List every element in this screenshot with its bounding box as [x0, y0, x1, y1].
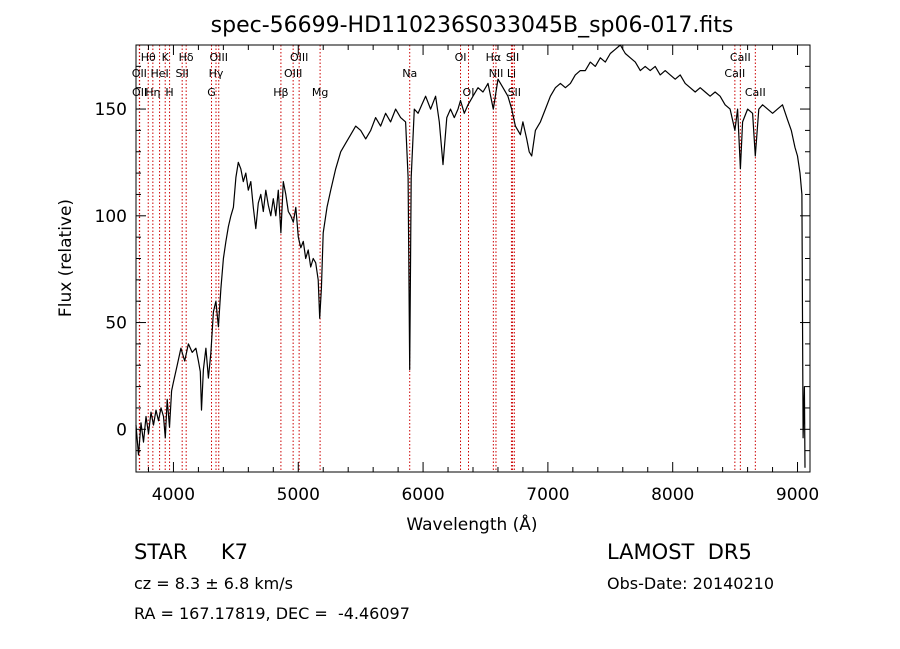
- spectral-line-label: OIII: [210, 51, 228, 64]
- spectral-line-label: K: [162, 51, 170, 64]
- spectral-line-label: SII: [506, 51, 519, 64]
- spectral-line-label: Li: [507, 67, 516, 80]
- y-tick-label: 0: [116, 420, 127, 440]
- spectral-line-label: Hα: [486, 51, 502, 64]
- y-tick-label: 150: [95, 100, 127, 120]
- spectral-line-label: Na: [402, 67, 417, 80]
- spectral-line-label: OI: [455, 51, 467, 64]
- spectral-line-label: Hη: [145, 86, 160, 99]
- object-class-label: STAR K7: [134, 540, 248, 564]
- spectral-line-label: Hγ: [209, 67, 224, 80]
- y-tick-label: 100: [95, 207, 127, 227]
- survey-label: LAMOST DR5: [607, 540, 752, 564]
- spectral-line-label: SII: [175, 67, 188, 80]
- x-axis: 4000 5000 6000 7000 8000 9000: [147, 45, 819, 505]
- chart-title: spec-56699-HD110236S033045B_sp06-017.fit…: [211, 13, 734, 38]
- x-axis-label: Wavelength (Å): [406, 513, 537, 535]
- spectral-line-label: OI: [463, 86, 475, 99]
- spectral-line-label: Mg: [312, 86, 328, 99]
- x-tick-label: 8000: [651, 485, 694, 505]
- spectral-line-label: SII: [508, 86, 521, 99]
- spectral-line-label: OIII: [290, 51, 308, 64]
- y-axis-label: Flux (relative): [56, 199, 76, 317]
- y-tick-label: 50: [105, 314, 127, 334]
- spectral-line-label: OII: [132, 67, 147, 80]
- observation-date: Obs-Date: 20140210: [607, 574, 775, 593]
- coordinates-readout: RA = 167.17819, DEC = -4.46097: [134, 604, 410, 623]
- y-axis: 0 50 100 150: [95, 44, 810, 473]
- plot-frame: [135, 44, 811, 473]
- spectral-line-label: Hθ: [141, 51, 156, 64]
- spectral-line-label: CaII: [724, 67, 745, 80]
- spectral-line-label: HeI: [150, 67, 168, 80]
- spectral-line-label: NII: [489, 67, 504, 80]
- spectral-line-label: Hβ: [273, 86, 288, 99]
- x-tick-label: 5000: [277, 485, 320, 505]
- spectral-line-markers: [138, 45, 756, 472]
- redshift-readout: cz = 8.3 ± 6.8 km/s: [134, 574, 293, 593]
- spectrum-series-line: [135, 44, 806, 468]
- x-tick-label: 7000: [526, 485, 569, 505]
- x-tick-label: 9000: [776, 485, 819, 505]
- spectral-line-label: OIII: [284, 67, 302, 80]
- spectral-line-label: CaII: [730, 51, 751, 64]
- x-tick-label: 6000: [401, 485, 444, 505]
- x-tick-label: 4000: [152, 485, 195, 505]
- spectral-line-label: CaII: [745, 86, 766, 99]
- spectral-line-label: Hδ: [179, 51, 194, 64]
- spectral-line-label: H: [165, 86, 173, 99]
- spectral-line-label: G: [207, 86, 216, 99]
